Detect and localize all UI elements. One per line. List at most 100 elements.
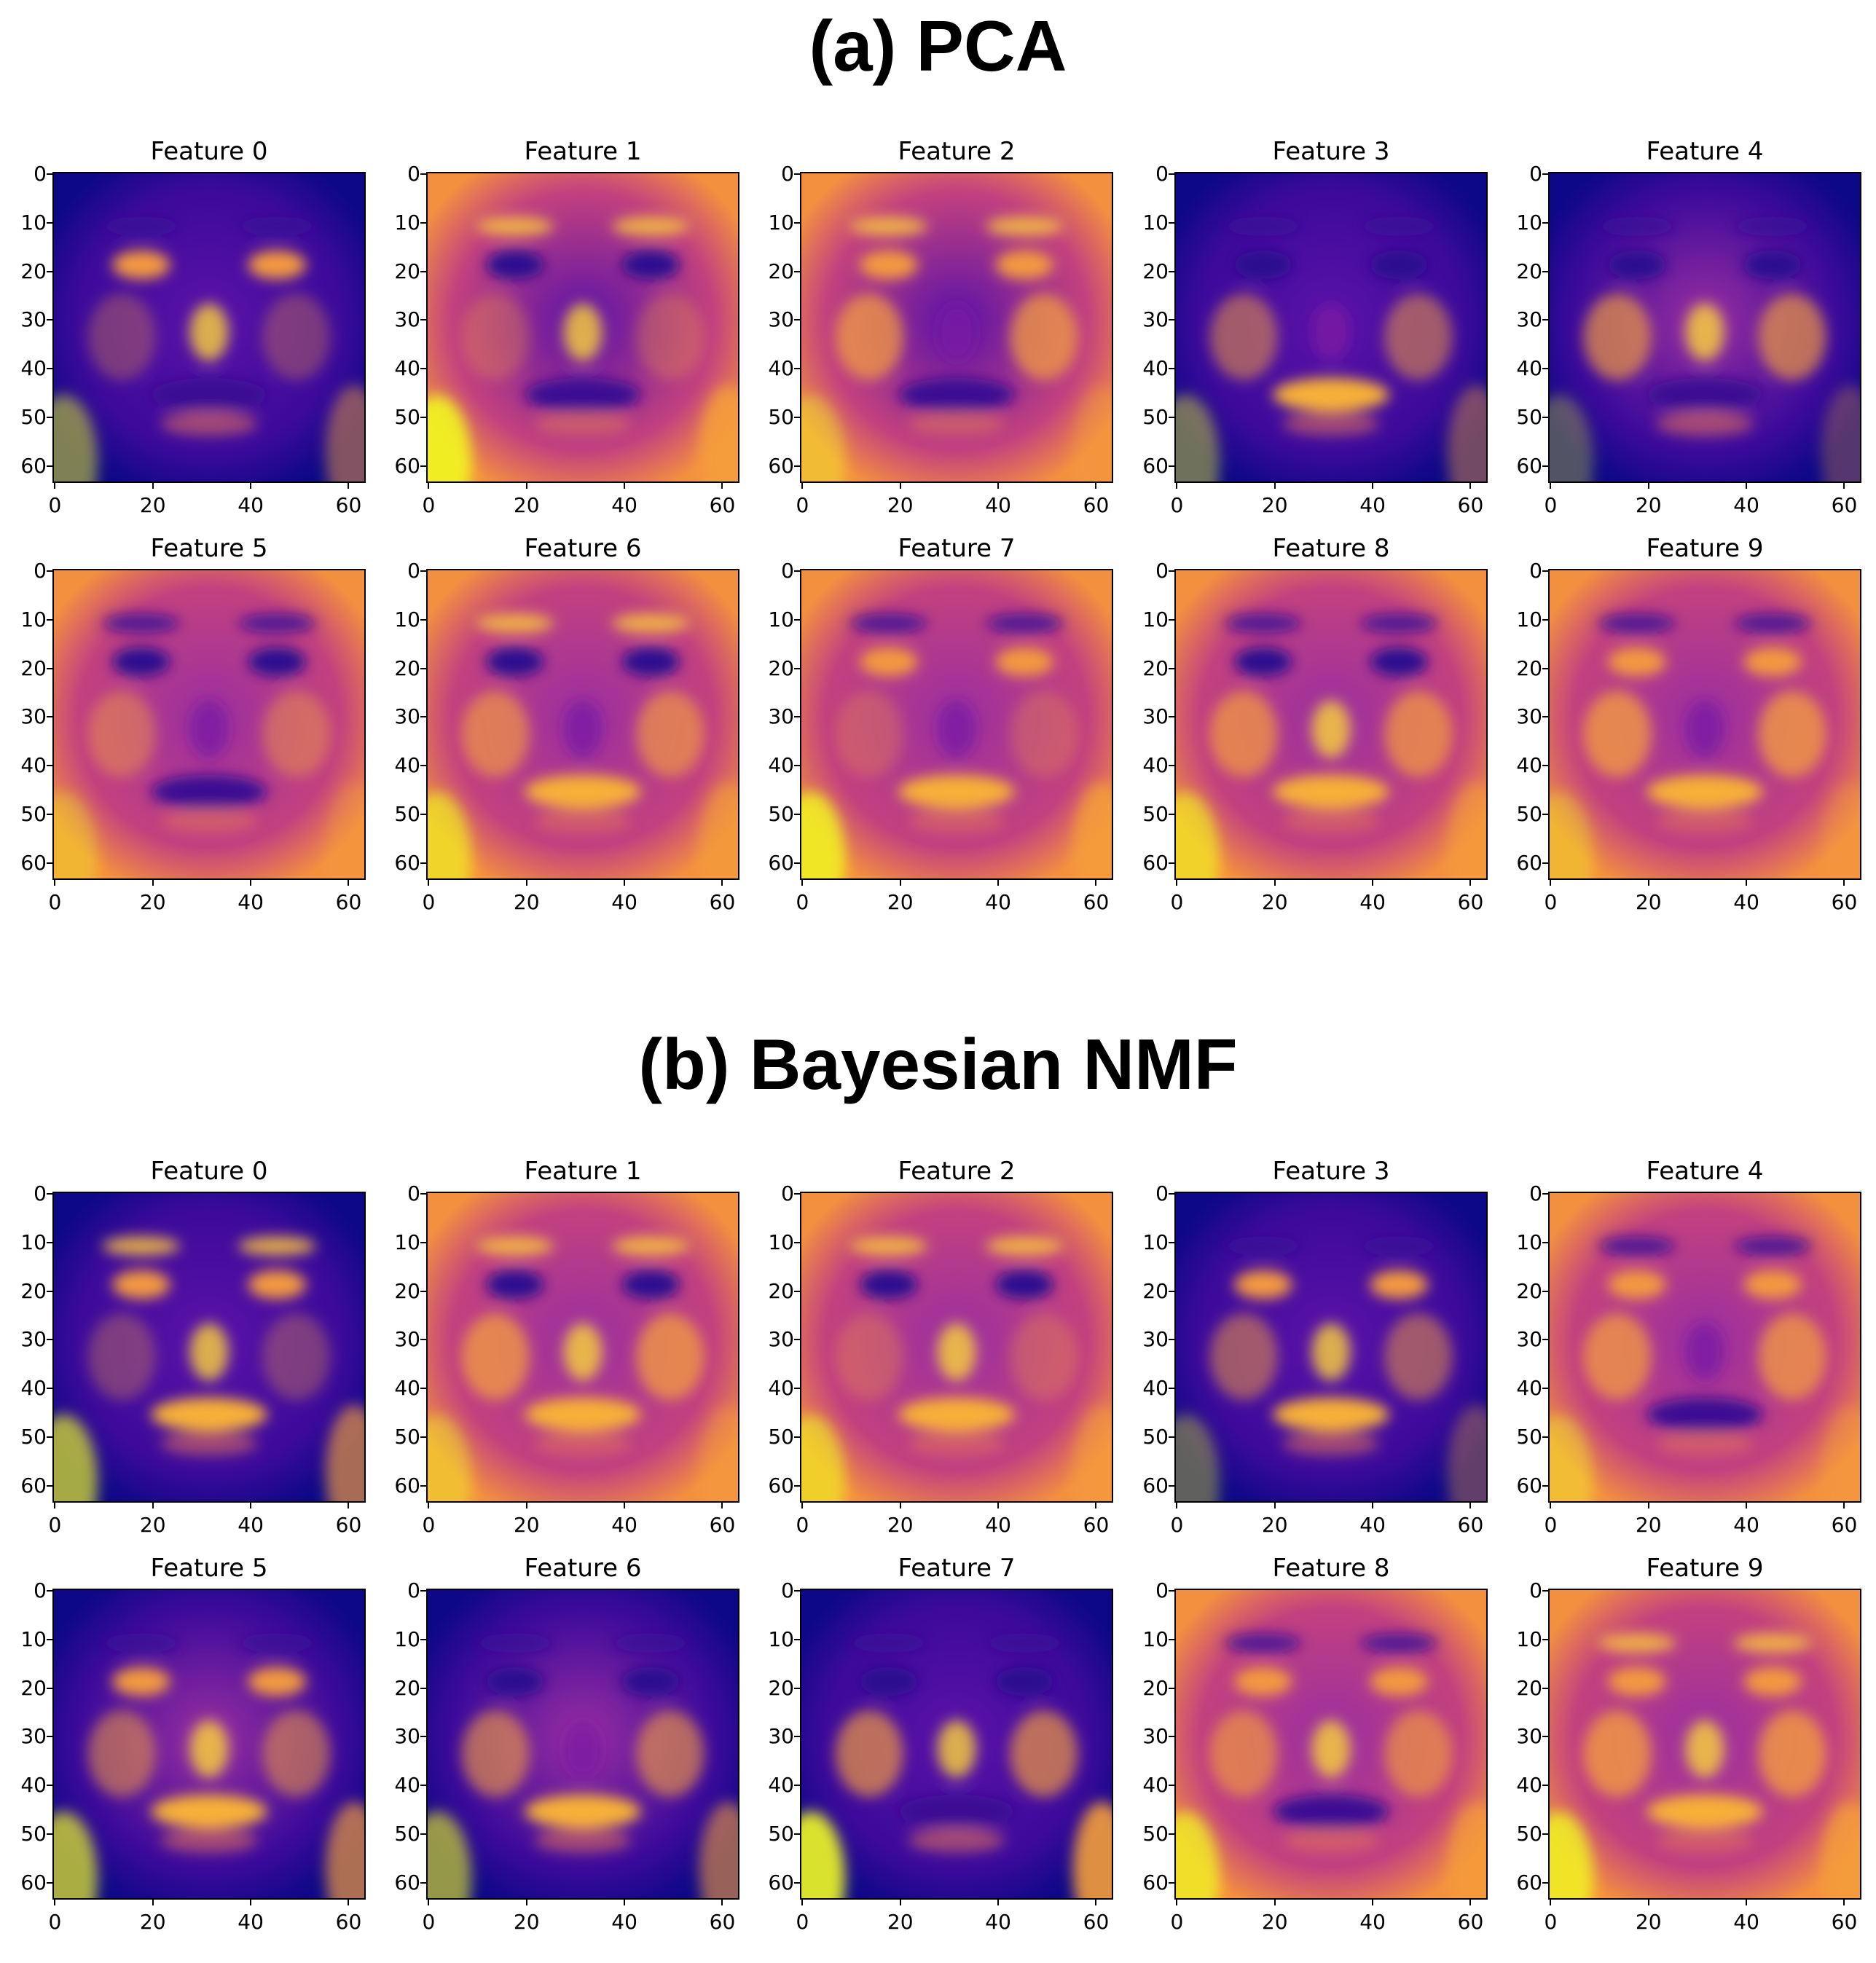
y-tick-mark	[420, 270, 426, 272]
y-tick-label: 20	[1142, 1675, 1169, 1700]
y-tick-mark	[1542, 667, 1548, 669]
x-tick-label: 60	[1831, 890, 1858, 914]
feature-panel: Feature 0 0 10 20 30 40 50 60 0 20 40 60	[20, 137, 366, 539]
x-tick-label: 40	[238, 1910, 264, 1934]
feature-panel: Feature 7 0 10 20 30 40 50 60 0 20 40 60	[768, 534, 1113, 936]
x-tick-label: 0	[1544, 1513, 1558, 1537]
x-tick-mark	[1095, 483, 1097, 489]
y-tick-mark	[47, 765, 52, 767]
feature-panel: Feature 6 0 10 20 30 40 50 60 0 20 40 60	[394, 1554, 739, 1956]
panel-title: Feature 0	[150, 137, 268, 166]
x-tick-mark	[1550, 1503, 1552, 1508]
y-tick-label: 0	[781, 162, 794, 186]
panel-title: Feature 4	[1646, 1157, 1764, 1186]
y-tick-mark	[1542, 1785, 1548, 1787]
x-tick-mark	[721, 1503, 723, 1508]
y-tick-label: 50	[20, 801, 47, 826]
x-tick-mark	[348, 1503, 350, 1508]
y-tick-label: 10	[20, 211, 47, 235]
x-tick-mark	[997, 1503, 1000, 1508]
x-tick-label: 60	[335, 493, 362, 517]
y-tick-label: 10	[1516, 1627, 1542, 1652]
y-tick-mark	[47, 1687, 52, 1689]
y-tick-mark	[1169, 319, 1174, 321]
x-tick-label: 40	[1359, 493, 1386, 517]
x-tick-mark	[1469, 483, 1472, 489]
x-tick-mark	[624, 1503, 626, 1508]
y-tick-label: 40	[20, 1773, 47, 1798]
y-tick-label: 30	[768, 1327, 794, 1352]
x-tick-mark	[250, 1900, 252, 1905]
x-tick-mark	[250, 483, 252, 489]
y-tick-label: 30	[20, 1724, 47, 1749]
x-tick-label: 60	[335, 1910, 362, 1934]
x-tick-mark	[801, 483, 804, 489]
y-tick-label: 20	[394, 1675, 420, 1700]
x-tick-mark	[1372, 1900, 1374, 1905]
y-tick-mark	[794, 667, 800, 669]
y-tick-label: 60	[394, 1473, 420, 1498]
y-tick-label: 60	[1516, 453, 1542, 478]
x-tick-mark	[1469, 1503, 1472, 1508]
y-tick-mark	[420, 1290, 426, 1292]
y-tick-label: 0	[407, 1181, 420, 1206]
y-tick-label: 30	[768, 1724, 794, 1749]
x-tick-label: 0	[422, 1513, 436, 1537]
x-tick-label: 20	[1635, 493, 1662, 517]
y-tick-mark	[420, 173, 426, 176]
y-tick-mark	[794, 1785, 800, 1787]
x-tick-mark	[54, 1900, 56, 1905]
x-tick-label: 0	[1170, 493, 1184, 517]
y-tick-mark	[1542, 368, 1548, 370]
y-tick-label: 20	[1142, 1278, 1169, 1303]
feature-panel: Feature 1 0 10 20 30 40 50 60 0 20 40 60	[394, 1157, 739, 1559]
panel-title: Feature 2	[898, 1157, 1016, 1186]
y-tick-label: 30	[1142, 704, 1169, 729]
x-tick-label: 60	[1831, 1513, 1858, 1537]
x-tick-label: 0	[48, 1513, 62, 1537]
x-tick-mark	[1469, 880, 1472, 886]
x-tick-mark	[152, 1503, 154, 1508]
feature-image	[800, 1192, 1113, 1503]
x-tick-mark	[997, 483, 1000, 489]
y-tick-mark	[420, 1388, 426, 1390]
y-tick-label: 10	[1142, 211, 1169, 235]
panel-title: Feature 7	[898, 1554, 1016, 1583]
panel-title: Feature 1	[524, 1157, 642, 1186]
x-tick-mark	[525, 483, 527, 489]
y-tick-mark	[1542, 222, 1548, 224]
panel-title: Feature 2	[898, 137, 1016, 166]
y-tick-label: 20	[1516, 1675, 1542, 1700]
feature-panel: Feature 6 0 10 20 30 40 50 60 0 20 40 60	[394, 534, 739, 936]
y-tick-mark	[1542, 1388, 1548, 1390]
y-tick-mark	[1542, 1484, 1548, 1487]
x-tick-mark	[1469, 1900, 1472, 1905]
y-tick-mark	[1169, 862, 1174, 864]
x-tick-label: 40	[1359, 890, 1386, 914]
y-tick-label: 50	[20, 1821, 47, 1846]
y-tick-label: 0	[1529, 559, 1542, 583]
x-tick-mark	[1647, 483, 1649, 489]
y-tick-label: 20	[394, 1278, 420, 1303]
y-tick-mark	[794, 1339, 800, 1341]
feature-panel: Feature 3 0 10 20 30 40 50 60 0 20 40 60	[1142, 137, 1488, 539]
y-tick-label: 10	[394, 607, 420, 632]
y-tick-label: 20	[768, 656, 794, 680]
y-tick-label: 60	[768, 1870, 794, 1895]
y-tick-label: 50	[1516, 801, 1542, 826]
panel-title: Feature 3	[1272, 1157, 1390, 1186]
y-tick-mark	[794, 570, 800, 573]
x-tick-mark	[1095, 880, 1097, 886]
x-tick-label: 0	[1170, 890, 1184, 914]
y-tick-mark	[420, 1881, 426, 1884]
y-tick-mark	[420, 222, 426, 224]
x-tick-mark	[1843, 880, 1845, 886]
y-tick-mark	[420, 1736, 426, 1738]
x-tick-label: 60	[709, 493, 736, 517]
y-tick-mark	[1542, 1436, 1548, 1438]
y-tick-label: 40	[394, 356, 420, 381]
x-tick-label: 0	[48, 890, 62, 914]
x-tick-label: 40	[985, 1910, 1011, 1934]
x-tick-label: 60	[1083, 493, 1110, 517]
feature-panel: Feature 8 0 10 20 30 40 50 60 0 20 40 60	[1142, 1554, 1488, 1956]
